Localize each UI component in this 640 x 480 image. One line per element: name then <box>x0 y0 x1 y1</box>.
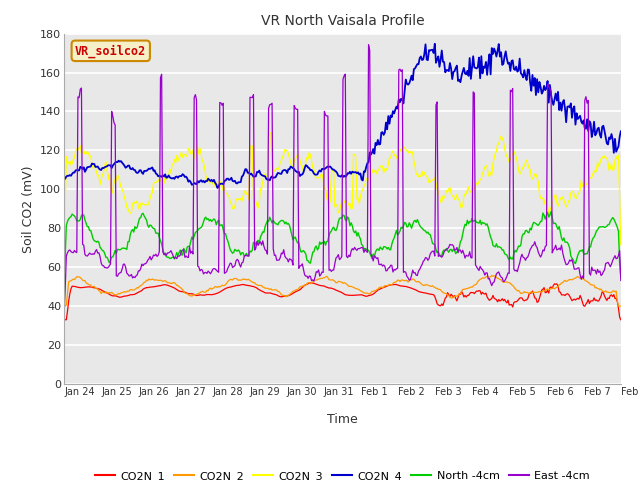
CO2N_3 <box>617 242 625 248</box>
North -4cm <box>372 249 380 255</box>
CO2N_4 <box>399 100 407 106</box>
Text: VR_soilco2: VR_soilco2 <box>75 44 147 58</box>
CO2N_2 <box>488 273 495 278</box>
CO2N_1 <box>470 291 478 297</box>
East -4cm <box>365 42 372 48</box>
Line: CO2N_3: CO2N_3 <box>64 133 621 246</box>
CO2N_4 <box>214 185 221 191</box>
CO2N_1 <box>234 283 241 288</box>
CO2N_3 <box>234 196 241 202</box>
CO2N_1 <box>308 280 316 286</box>
Line: CO2N_2: CO2N_2 <box>64 276 621 306</box>
CO2N_4 <box>296 173 304 179</box>
CO2N_3 <box>373 171 381 177</box>
CO2N_1 <box>373 288 381 294</box>
North -4cm <box>547 209 555 215</box>
CO2N_1 <box>617 317 625 323</box>
CO2N_2 <box>469 283 477 289</box>
Title: VR North Vaisala Profile: VR North Vaisala Profile <box>260 14 424 28</box>
North -4cm <box>295 240 303 245</box>
Y-axis label: Soil CO2 (mV): Soil CO2 (mV) <box>22 165 35 252</box>
CO2N_3 <box>470 186 478 192</box>
CO2N_2 <box>295 286 303 291</box>
CO2N_4 <box>568 115 576 120</box>
X-axis label: Time: Time <box>327 413 358 426</box>
CO2N_2 <box>399 277 406 283</box>
Legend: CO2N_1, CO2N_2, CO2N_3, CO2N_4, North -4cm, East -4cm: CO2N_1, CO2N_2, CO2N_3, CO2N_4, North -4… <box>90 467 595 480</box>
North -4cm <box>234 248 241 254</box>
CO2N_4 <box>472 65 479 71</box>
North -4cm <box>567 253 575 259</box>
East -4cm <box>295 265 303 271</box>
CO2N_4 <box>234 179 242 185</box>
CO2N_4 <box>431 41 438 47</box>
CO2N_2 <box>567 277 575 283</box>
CO2N_2 <box>234 276 241 282</box>
CO2N_4 <box>60 176 68 182</box>
CO2N_1 <box>399 283 407 289</box>
CO2N_3 <box>60 243 68 249</box>
East -4cm <box>470 90 478 96</box>
East -4cm <box>234 256 241 262</box>
East -4cm <box>60 313 68 319</box>
CO2N_4 <box>373 142 381 148</box>
CO2N_3 <box>399 144 407 149</box>
CO2N_3 <box>267 130 275 136</box>
Line: CO2N_1: CO2N_1 <box>64 283 621 320</box>
North -4cm <box>617 274 625 280</box>
East -4cm <box>567 258 575 264</box>
Line: North -4cm: North -4cm <box>64 212 621 277</box>
East -4cm <box>617 277 625 283</box>
CO2N_3 <box>567 190 575 196</box>
Line: CO2N_4: CO2N_4 <box>64 44 621 188</box>
North -4cm <box>469 218 477 224</box>
CO2N_2 <box>617 303 625 309</box>
North -4cm <box>399 226 406 231</box>
North -4cm <box>60 274 68 280</box>
CO2N_4 <box>617 129 625 134</box>
CO2N_1 <box>60 317 68 323</box>
CO2N_1 <box>567 295 575 301</box>
Line: East -4cm: East -4cm <box>64 45 621 316</box>
East -4cm <box>373 256 381 262</box>
CO2N_1 <box>295 288 303 293</box>
CO2N_3 <box>296 157 304 163</box>
CO2N_2 <box>60 303 68 309</box>
East -4cm <box>399 269 407 275</box>
CO2N_2 <box>372 288 380 294</box>
